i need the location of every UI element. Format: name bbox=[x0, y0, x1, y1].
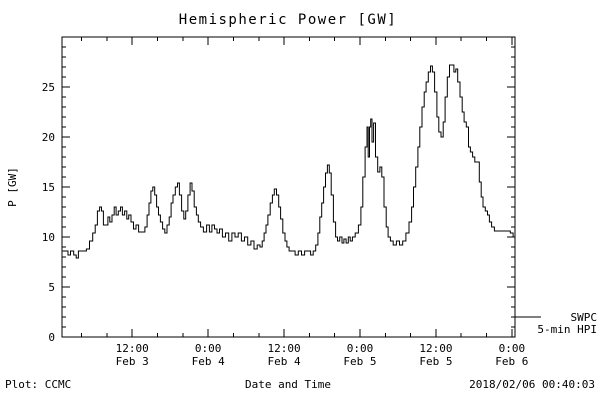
plot-source-label: Plot: CCMC bbox=[5, 378, 71, 391]
x-tick-date-label: Feb 5 bbox=[343, 355, 376, 368]
x-axis-label: Date and Time bbox=[245, 378, 331, 391]
y-tick-label: 0 bbox=[48, 331, 55, 344]
y-tick-label: 15 bbox=[42, 181, 55, 194]
x-tick-time-label: 0:00 bbox=[195, 342, 222, 355]
series-layer bbox=[62, 64, 515, 259]
x-tick-time-label: 12:00 bbox=[116, 342, 149, 355]
y-axis-label: P [GW] bbox=[6, 167, 19, 207]
legend-label-series: 5-min HPI bbox=[537, 323, 597, 336]
x-tick-date-label: Feb 4 bbox=[192, 355, 225, 368]
hpi-series-line bbox=[62, 64, 515, 259]
x-tick-date-label: Feb 3 bbox=[116, 355, 149, 368]
y-tick-label: 25 bbox=[42, 81, 55, 94]
chart-title: Hemispheric Power [GW] bbox=[179, 12, 397, 28]
x-tick-time-label: 12:00 bbox=[419, 342, 452, 355]
x-tick-time-label: 12:00 bbox=[268, 342, 301, 355]
x-tick-time-label: 0:00 bbox=[347, 342, 374, 355]
x-tick-date-label: Feb 6 bbox=[495, 355, 528, 368]
y-tick-label: 5 bbox=[48, 281, 55, 294]
plot-timestamp: 2018/02/06 00:40:03 bbox=[469, 378, 595, 391]
legend-label-source: SWPC bbox=[571, 311, 598, 324]
x-tick-date-label: Feb 4 bbox=[268, 355, 301, 368]
y-tick-label: 20 bbox=[42, 131, 55, 144]
x-tick-time-label: 0:00 bbox=[499, 342, 526, 355]
y-tick-label: 10 bbox=[42, 231, 55, 244]
x-tick-date-label: Feb 5 bbox=[419, 355, 452, 368]
